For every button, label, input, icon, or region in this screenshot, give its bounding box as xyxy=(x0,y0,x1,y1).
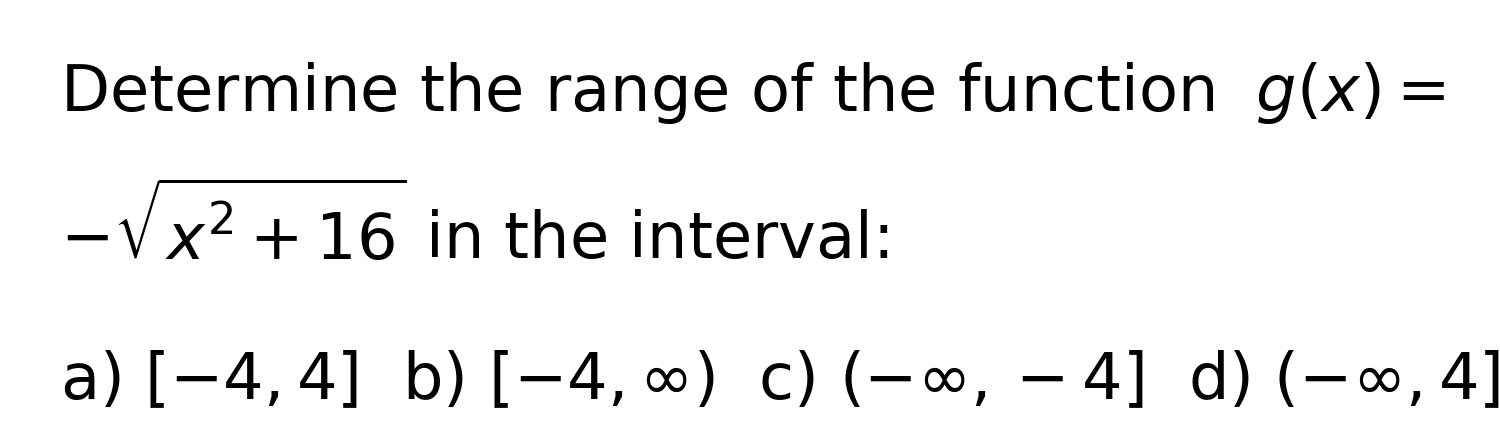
Text: $-\sqrt{x^2 + 16}$ in the interval:: $-\sqrt{x^2 + 16}$ in the interval: xyxy=(60,185,888,273)
Text: a) $[-4, 4]$  b) $[-4, \infty)$  c) $(-\infty, -4]$  d) $(-\infty, 4]$: a) $[-4, 4]$ b) $[-4, \infty)$ c) $(-\in… xyxy=(60,351,1500,413)
Text: Determine the range of the function $\;g(x) =$: Determine the range of the function $\;g… xyxy=(60,60,1444,126)
